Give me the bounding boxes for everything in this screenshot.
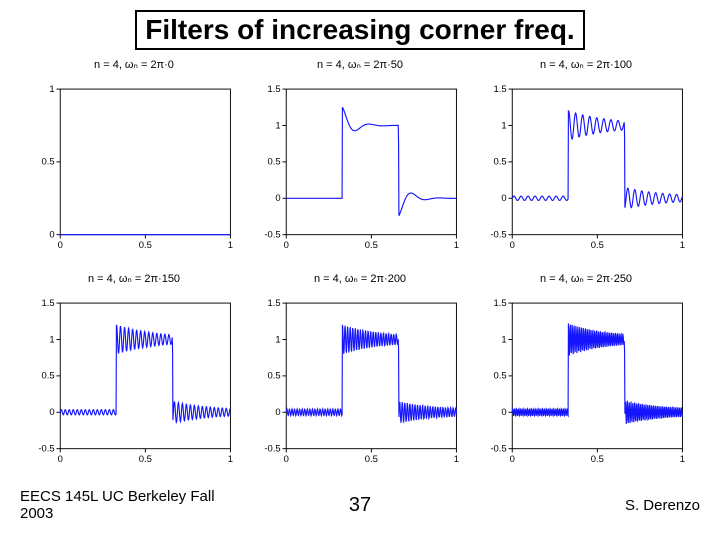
svg-text:0: 0 [275,193,280,204]
svg-text:-0.5: -0.5 [490,230,506,241]
svg-text:1.5: 1.5 [267,298,280,309]
footer: EECS 145L UC Berkeley Fall 2003 37 S. De… [20,488,700,522]
chart-svg: -0.5 0 0.5 1 1.5 0 0.5 1 [256,73,464,264]
svg-text:0: 0 [275,407,280,418]
footer-right: S. Derenzo [473,497,700,514]
chart-panel: n = 4, ωₙ = 2π·50 -0.5 0 0.5 1 1.5 0 0.5 1 [256,58,464,264]
svg-text:0.5: 0.5 [41,371,54,382]
svg-text:0.5: 0.5 [493,371,506,382]
svg-text:1: 1 [680,454,685,465]
svg-text:1.5: 1.5 [41,298,54,309]
title-box: Filters of increasing corner freq. [135,10,584,50]
svg-text:0.5: 0.5 [365,454,378,465]
chart-svg: -0.5 0 0.5 1 1.5 0 0.5 1 [482,287,690,478]
svg-text:1: 1 [454,240,459,251]
panel-title: n = 4, ωₙ = 2π·150 [88,272,180,285]
svg-text:0.5: 0.5 [365,240,378,251]
svg-text:0: 0 [49,230,54,241]
chart-svg: 0 0.5 1 0 0.5 1 [30,73,238,264]
svg-text:1: 1 [680,240,685,251]
slide-title: Filters of increasing corner freq. [145,14,574,45]
svg-text:0: 0 [58,454,63,465]
svg-text:0.5: 0.5 [591,454,604,465]
svg-text:0: 0 [58,240,63,251]
svg-text:0.5: 0.5 [139,454,152,465]
svg-text:0: 0 [510,240,515,251]
svg-text:0.5: 0.5 [267,371,280,382]
svg-text:1.5: 1.5 [267,84,280,95]
svg-text:1: 1 [501,120,506,131]
panel-title: n = 4, ωₙ = 2π·50 [317,58,403,71]
svg-text:1: 1 [275,120,280,131]
panel-title: n = 4, ωₙ = 2π·250 [540,272,632,285]
page-number: 37 [247,494,474,517]
svg-text:0: 0 [501,193,506,204]
svg-text:-0.5: -0.5 [264,230,280,241]
chart-panel: n = 4, ωₙ = 2π·250 -0.5 0 0.5 1 1.5 0 0.5 1 [482,272,690,478]
svg-text:1: 1 [49,334,54,345]
chart-panel: n = 4, ωₙ = 2π·200 -0.5 0 0.5 1 1.5 0 0.5 1 [256,272,464,478]
chart-panel: n = 4, ωₙ = 2π·100 -0.5 0 0.5 1 1.5 0 0.5 1 [482,58,690,264]
chart-panel: n = 4, ωₙ = 2π·0 0 0.5 1 0 0.5 1 [30,58,238,264]
svg-text:0: 0 [501,407,506,418]
chart-svg: -0.5 0 0.5 1 1.5 0 0.5 1 [30,287,238,478]
svg-text:1: 1 [49,84,54,95]
svg-text:0: 0 [49,407,54,418]
svg-text:1.5: 1.5 [493,84,506,95]
panel-title: n = 4, ωₙ = 2π·0 [94,58,174,71]
chart-grid: n = 4, ωₙ = 2π·000.5100.51n = 4, ωₙ = 2π… [20,58,700,478]
panel-title: n = 4, ωₙ = 2π·200 [314,272,406,285]
svg-text:0.5: 0.5 [139,240,152,251]
chart-svg: -0.5 0 0.5 1 1.5 0 0.5 1 [482,73,690,264]
svg-text:0.5: 0.5 [591,240,604,251]
svg-text:0.5: 0.5 [493,157,506,168]
svg-text:0: 0 [284,240,289,251]
svg-text:1: 1 [228,240,233,251]
svg-text:1: 1 [501,334,506,345]
svg-text:-0.5: -0.5 [264,444,280,455]
svg-text:-0.5: -0.5 [490,444,506,455]
svg-text:1: 1 [228,454,233,465]
panel-title: n = 4, ωₙ = 2π·100 [540,58,632,71]
chart-svg: -0.5 0 0.5 1 1.5 0 0.5 1 [256,287,464,478]
svg-text:1: 1 [275,334,280,345]
footer-left: EECS 145L UC Berkeley Fall 2003 [20,488,247,522]
chart-panel: n = 4, ωₙ = 2π·150 -0.5 0 0.5 1 1.5 0 0.5 1 [30,272,238,478]
svg-text:-0.5: -0.5 [38,444,54,455]
svg-text:0.5: 0.5 [267,157,280,168]
svg-text:0: 0 [284,454,289,465]
svg-text:0.5: 0.5 [41,157,54,168]
svg-text:1.5: 1.5 [493,298,506,309]
svg-text:1: 1 [454,454,459,465]
svg-text:0: 0 [510,454,515,465]
